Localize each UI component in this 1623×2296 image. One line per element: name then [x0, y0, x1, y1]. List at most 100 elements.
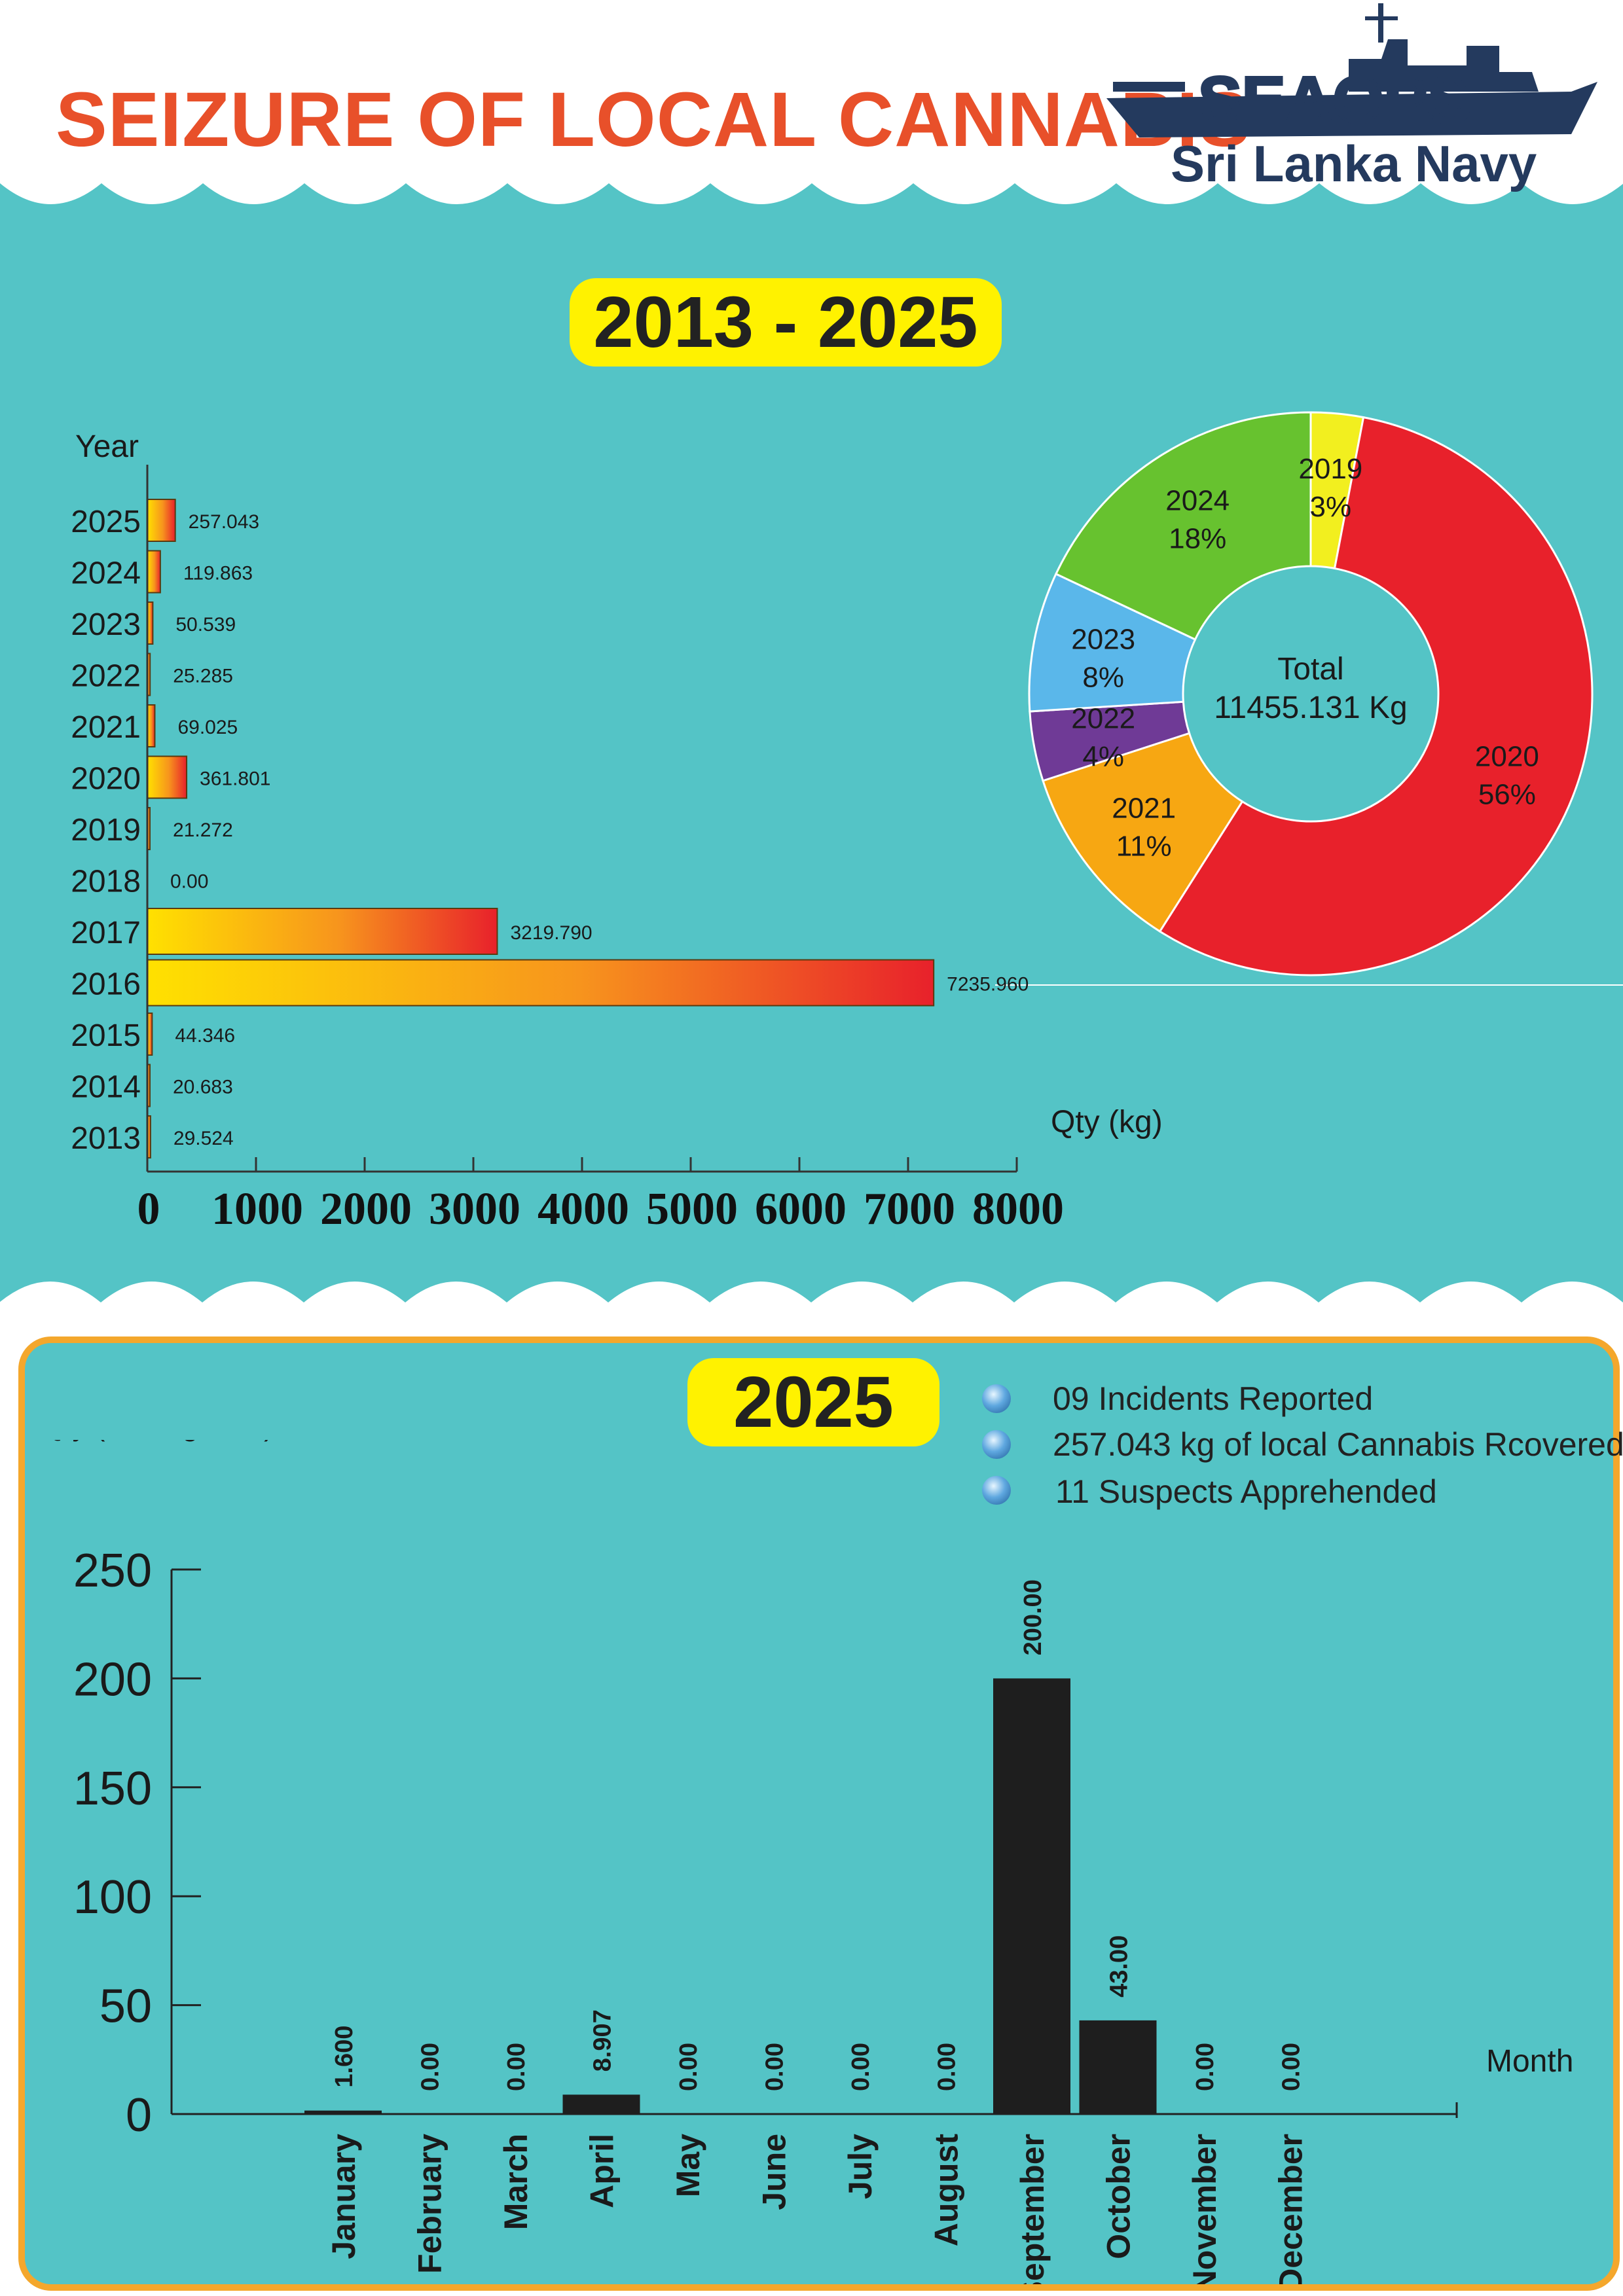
value-label: 8.907 [589, 2009, 617, 2072]
x-tick-label: 2000 [320, 1184, 412, 1234]
bar [993, 1678, 1070, 2114]
ship-logo-icon [1106, 3, 1597, 137]
category-label: 2021 [71, 710, 141, 745]
pie-slice [1042, 732, 1244, 933]
category-label: 2025 [71, 505, 141, 539]
pie-slice-percent: 3% [1310, 491, 1352, 523]
value-label: 0.00 [934, 2043, 961, 2091]
y-axis-title: Year [75, 429, 139, 464]
value-label: 0.00 [1278, 2043, 1305, 2091]
category-label: 2020 [71, 762, 141, 797]
category-label: 2016 [71, 967, 141, 1002]
fact-recovered: 257.043 kg of local Cannabis Rcovered [1053, 1426, 1623, 1463]
y-tick-label: 200 [73, 1653, 152, 1706]
month-label: July [842, 2134, 879, 2199]
value-label: 0.00 [170, 871, 208, 893]
value-label: 44.346 [175, 1025, 235, 1047]
month-label: August [928, 2134, 965, 2247]
monthly-bar-chart: 0 50 100 150 200 250 Qty (In kilograms) Month 1… [41, 1440, 1573, 2284]
value-label: 7235.960 [947, 974, 1029, 996]
pie-slice-label: 2020 [1475, 741, 1539, 773]
x-tick-label: 8000 [972, 1184, 1064, 1234]
value-label: 20.683 [173, 1077, 233, 1098]
pie-slice-percent: 11% [1116, 831, 1172, 863]
value-label: 119.863 [183, 563, 253, 584]
bar [562, 2094, 640, 2114]
month-label: January [325, 2134, 362, 2259]
value-label: 69.025 [177, 717, 238, 738]
bar [304, 2110, 382, 2114]
value-label: 3219.790 [510, 922, 592, 944]
category-label: 2015 [71, 1018, 141, 1053]
bar [147, 499, 176, 542]
pie-slice-label: 2022 [1071, 702, 1135, 734]
category-label: 2023 [71, 607, 141, 642]
value-label: 0.00 [417, 2043, 445, 2091]
pie-slice [1158, 416, 1594, 977]
x-axis-title: Qty (kg) [1051, 1105, 1163, 1139]
pie-slice [1054, 411, 1312, 641]
value-label: 0.00 [1192, 2043, 1219, 2091]
value-label: 50.539 [175, 614, 236, 636]
pie-slice-label: 2019 [1298, 453, 1362, 485]
logo-subtitle: Sri Lanka Navy [1171, 135, 1537, 192]
bar [1079, 2020, 1157, 2114]
x-tick-label: 6000 [755, 1184, 847, 1234]
value-label: 29.524 [173, 1128, 234, 1149]
logo-text: SEAOPS [1197, 62, 1472, 138]
y-tick-label: 150 [73, 1763, 152, 1815]
y-tick-label: 50 [100, 1981, 152, 2033]
month-label: October [1101, 2134, 1137, 2259]
value-label: 0.00 [503, 2043, 530, 2091]
value-label: 257.043 [189, 511, 259, 533]
y-axis-title: Qty (In kilograms) [41, 1440, 274, 1442]
monthly-panel [18, 1336, 1620, 2291]
value-label: 0.00 [847, 2043, 875, 2091]
bar [147, 755, 188, 799]
month-label: September [1014, 2134, 1051, 2284]
x-tick-label: 1000 [211, 1184, 303, 1234]
month-label: November [1186, 2134, 1223, 2284]
bullet-icon [982, 1384, 1011, 1413]
value-label: 21.272 [173, 819, 233, 841]
pie-slice-label: 2023 [1071, 624, 1135, 656]
category-label: 2019 [71, 813, 141, 848]
value-label: 25.285 [173, 666, 233, 687]
month-label: February [412, 2134, 448, 2274]
category-label: 2013 [71, 1121, 141, 1156]
pie-slice-percent: 8% [1082, 662, 1124, 694]
category-label: 2018 [71, 865, 141, 899]
x-tick-label: 7000 [864, 1184, 955, 1234]
month-label: March [498, 2134, 534, 2230]
year-label: 2025 [687, 1358, 939, 1446]
x-tick-label: 5000 [646, 1184, 738, 1234]
pie-center-total-label: Total [1277, 652, 1343, 687]
range-label: 2013 - 2025 [570, 278, 1002, 367]
pie-center-total-value: 11455.131 Kg [1214, 691, 1407, 725]
month-label: April [584, 2134, 621, 2208]
y-tick-label: 100 [73, 1871, 152, 1924]
bullet-icon [982, 1476, 1011, 1505]
value-label: 200.00 [1019, 1579, 1047, 1655]
value-label: 361.801 [200, 768, 270, 790]
bullet-icon [982, 1430, 1011, 1459]
month-label: May [670, 2134, 706, 2197]
yearly-donut-chart: 20193%202056%202111%20224%20238%202418% … [1028, 411, 1594, 977]
bar [147, 908, 498, 955]
pie-slice-percent: 56% [1478, 779, 1536, 811]
bar [147, 704, 156, 747]
value-label: 0.00 [675, 2043, 702, 2091]
value-label: 0.00 [761, 2043, 789, 2091]
category-label: 2022 [71, 659, 141, 694]
value-label: 43.00 [1106, 1935, 1133, 1998]
category-label: 2024 [71, 556, 141, 591]
page-title: SEIZURE OF LOCAL CANNABIS [56, 77, 1251, 163]
y-tick-label: 0 [126, 2089, 152, 2142]
month-label: June [756, 2134, 793, 2210]
x-tick-label: 3000 [429, 1184, 520, 1234]
pie-slice-percent: 18% [1169, 523, 1226, 555]
y-tick-label: 250 [73, 1545, 152, 1597]
pie-slice-label: 2021 [1112, 793, 1176, 825]
fact-suspects: 11 Suspects Apprehended [1055, 1473, 1437, 1510]
category-label: 2017 [71, 916, 141, 950]
